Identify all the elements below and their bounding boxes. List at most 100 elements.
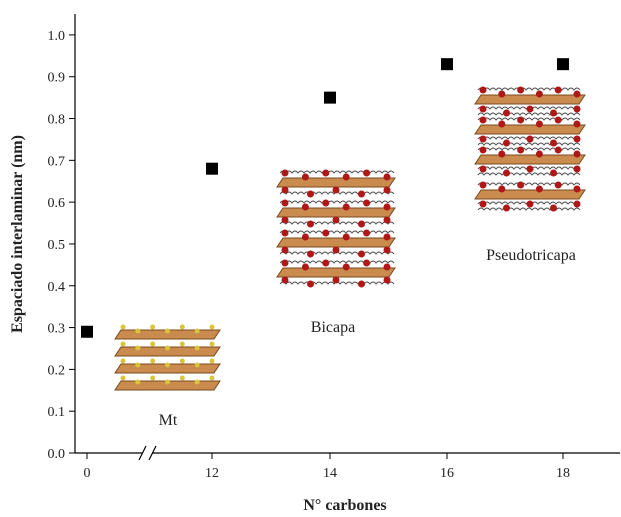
clay-layer (276, 177, 396, 188)
cation (498, 120, 506, 128)
cation (165, 379, 170, 385)
cation (307, 220, 314, 228)
surfactant-chain (477, 112, 581, 116)
cation (573, 150, 581, 158)
annotation: Mt (159, 412, 178, 429)
cation (535, 185, 543, 193)
surfactant-chain (477, 87, 581, 91)
clay-layer (474, 189, 586, 200)
cation (179, 324, 185, 330)
x-tick-label: 12 (205, 466, 219, 481)
cation (281, 216, 289, 224)
clay-layer (276, 207, 396, 218)
cation (554, 181, 562, 189)
cation (358, 250, 365, 258)
cation (135, 345, 141, 351)
cation (179, 341, 185, 347)
cation (498, 185, 506, 193)
cation (383, 263, 391, 271)
cation (209, 358, 215, 364)
clay-layer (114, 346, 221, 357)
cation (358, 190, 365, 198)
cation (301, 203, 309, 211)
cation (503, 109, 510, 117)
cation (307, 190, 314, 198)
cation (194, 345, 200, 351)
y-tick-label: 0.5 (48, 238, 66, 253)
surfactant-chain (477, 172, 581, 176)
cation (503, 169, 510, 177)
cation (573, 165, 581, 173)
cation (573, 90, 581, 98)
x-tick-label: 16 (440, 466, 454, 481)
y-tick-label: 0.9 (48, 71, 66, 86)
axis-break (138, 445, 147, 461)
surfactant-chain (279, 170, 395, 174)
cation (150, 375, 156, 381)
cation (554, 146, 562, 154)
annotation: Pseudotricapa (486, 247, 576, 264)
annotation: Bicapa (311, 319, 355, 336)
clay-layer (114, 329, 221, 340)
cation (332, 276, 340, 284)
cation (209, 341, 215, 347)
cation (150, 358, 156, 364)
cation (301, 173, 309, 181)
cation (165, 345, 170, 351)
cation (342, 233, 350, 241)
surfactant-chain (279, 200, 395, 204)
cation (322, 199, 330, 207)
cation (120, 375, 126, 381)
cation (332, 246, 340, 254)
surfactant-chain (477, 207, 581, 211)
point (206, 162, 218, 175)
cation (479, 116, 487, 124)
surfactant-chain (477, 117, 581, 121)
cation (383, 276, 391, 284)
cation (383, 246, 391, 254)
cation (503, 139, 510, 147)
cation (135, 328, 141, 334)
cation (165, 328, 170, 334)
y-tick-label: 0.7 (48, 154, 66, 169)
cation (526, 135, 534, 143)
cation (479, 105, 487, 113)
cation (120, 358, 126, 364)
cation (150, 324, 156, 330)
cation (383, 233, 391, 241)
cation (517, 116, 525, 124)
y-tick-label: 0.2 (48, 363, 66, 378)
cation (301, 263, 309, 271)
cation (573, 120, 581, 128)
cation (554, 116, 562, 124)
cation (322, 259, 330, 267)
cation (281, 169, 289, 177)
cation (363, 259, 371, 267)
cation (342, 263, 350, 271)
surfactant-chain (477, 147, 581, 151)
cation (281, 276, 289, 284)
cation (526, 200, 534, 208)
cation (573, 135, 581, 143)
clay-layer (114, 363, 221, 374)
cation (179, 358, 185, 364)
cation (194, 379, 200, 385)
cation (550, 169, 557, 177)
cation (535, 150, 543, 158)
cation (503, 204, 510, 212)
cation (322, 229, 330, 237)
cation (550, 109, 557, 117)
surfactant-chain (477, 142, 581, 146)
cation (194, 362, 200, 368)
y-axis-label: Espaciado interlaminar (nm) (9, 135, 26, 333)
y-tick-label: 0.1 (48, 405, 66, 420)
cation (573, 200, 581, 208)
cation (479, 146, 487, 154)
cation (363, 199, 371, 207)
y-tick-label: 1.0 (48, 29, 66, 44)
cation (209, 324, 215, 330)
surfactant-chain (279, 260, 395, 264)
cation (383, 186, 391, 194)
cation (363, 169, 371, 177)
